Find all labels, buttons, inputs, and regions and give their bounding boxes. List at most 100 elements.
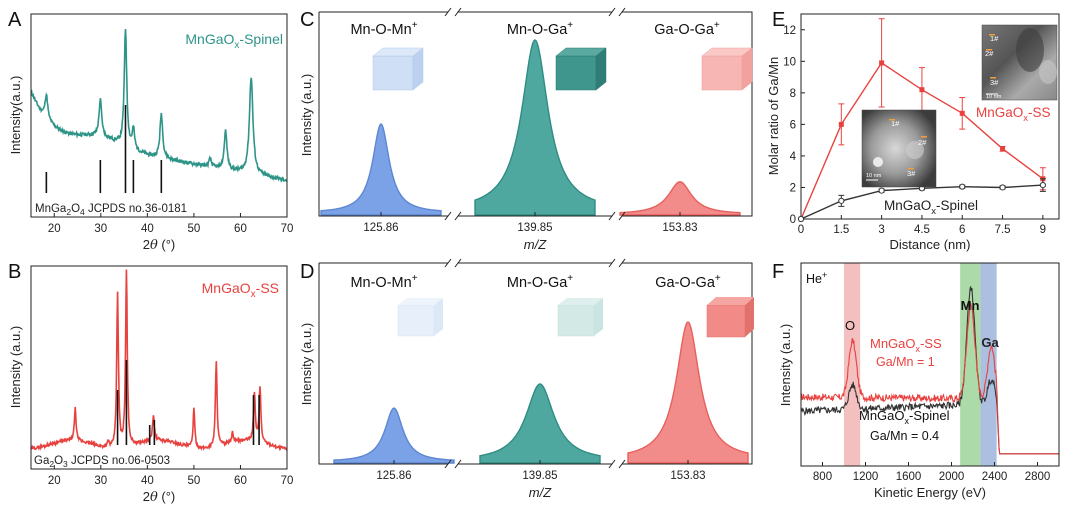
x-tick-label: 800: [813, 471, 832, 483]
panel-label-f: F: [772, 261, 784, 283]
axes-frame-f: [800, 262, 1060, 467]
peak-tick-marks-d: [393, 460, 689, 464]
y-tick-label: 10: [783, 56, 796, 68]
series-e: [797, 18, 1046, 223]
axis-ticks-e: 0 1.5 3 4.5 6 7.5 9 0 2 4 6 8 10 12: [783, 25, 1046, 236]
inset-label-3: 3#: [907, 169, 916, 178]
data-point: [1000, 146, 1006, 152]
tem-inset-large: 1# 2# 3# 10 nm: [861, 109, 937, 188]
x-tick-label: 20: [48, 475, 61, 487]
x-axis-label-c: m/Z: [524, 237, 547, 252]
data-point: [919, 87, 925, 93]
ms-peak-mn-o-mn-d: [333, 407, 455, 464]
ms-peaks-d: [333, 321, 749, 464]
inset-label-2: 2#: [918, 138, 927, 147]
axis-breaks-c: [444, 7, 626, 221]
element-bands-f: [844, 263, 997, 466]
axis-breaks-d: [444, 258, 626, 469]
x-tick-label: 70: [281, 223, 294, 235]
x-tick-label: 40: [141, 475, 154, 487]
crystal-cube-ga-strong-icon: [706, 297, 754, 338]
crystal-cube-mnga-icon: [555, 47, 607, 91]
y-tick-label: 8: [790, 88, 796, 100]
x-tick-label: 40: [141, 223, 154, 235]
data-point: [1039, 181, 1046, 189]
panel-a: A 20 30 40 50 60 70 MnGaOx-Spinel MnGa2O4 JCP…: [8, 9, 293, 253]
x-axis-label-f: Kinetic Energy (eV): [874, 485, 986, 500]
x-tick-label: 1.5: [833, 224, 849, 236]
data-point: [838, 197, 845, 204]
ms-peak-ga-o-ga: [619, 181, 741, 216]
x-tick-label: 1600: [896, 471, 922, 483]
y-axis-label-a: Intensity(a.u.): [8, 76, 23, 155]
panel-b: B 20 30 40 50 60 70 MnGaOx-SS Ga2O3 JCPDS no.…: [8, 261, 293, 505]
data-point: [838, 121, 844, 127]
x-tick-label: 60: [234, 475, 247, 487]
panel-label-a: A: [8, 9, 22, 31]
inset-label-1: 1#: [891, 119, 900, 128]
inset-scale-bar: 10 nm: [866, 173, 882, 179]
x-axis-label-d: m/Z: [529, 485, 552, 500]
ms-peaks-c: [320, 39, 741, 216]
ion-label-f: He+: [806, 270, 827, 286]
x-tick-label: 70: [281, 475, 294, 487]
element-label-mn: Mn: [961, 298, 980, 313]
y-tick-label: 0: [790, 214, 796, 226]
band-o: [844, 263, 861, 466]
x-tick-label: 1200: [853, 471, 879, 483]
panel-c: C Mn-O-Mn+ Mn-O-Ga+: [299, 7, 753, 252]
spectrum-ss: [800, 302, 1059, 455]
x-tick-label: 50: [188, 223, 201, 235]
band-ga: [980, 263, 997, 466]
ms-peak-mn-o-mn: [320, 123, 442, 216]
y-tick-label: 4: [790, 151, 797, 163]
y-axis-label-d: Intensity (a.u.): [299, 323, 314, 405]
axes-frame-d: [318, 262, 753, 465]
inset2-scale-bar: 10 nm: [986, 94, 1002, 100]
mz-label-c-2: 139.85: [517, 222, 552, 234]
data-point: [959, 183, 966, 190]
legend-ss-e: MnGaOx-SS: [976, 105, 1051, 124]
y-axis-label-f: Intensity (a.u.): [778, 324, 793, 406]
peak-label-d-2: Mn-O-Ga+: [507, 273, 573, 291]
peak-label-d-3: Ga-O-Ga+: [655, 273, 721, 291]
x-tick-label: 60: [234, 223, 247, 235]
data-point: [797, 215, 805, 223]
x-tick-label: 9: [1040, 224, 1046, 236]
x-tick-label: 6: [959, 224, 965, 236]
panel-f: F 800 1200 1600 2000 2400 2800 He+ O Mn Ga Mn…: [772, 261, 1060, 500]
peak-label-c-3: Ga-O-Ga+: [654, 20, 720, 38]
xrd-curve-ss: [30, 269, 288, 452]
axes-frame-a: [30, 13, 288, 218]
data-point: [959, 110, 965, 116]
peak-label-c-2: Mn-O-Ga+: [507, 20, 573, 38]
panel-d: D Mn-O-Mn+ Mn-O-Ga+ Ga-O-Ga+: [299, 258, 754, 500]
x-tick-label: 20: [48, 223, 61, 235]
ms-peak-mn-o-ga-d: [479, 383, 601, 464]
crystal-cube-mn-icon: [372, 47, 424, 91]
ms-peak-ga-o-ga-d: [627, 321, 749, 464]
y-axis-label-e: Molar ratio of Ga/Mn: [766, 57, 781, 176]
element-label-ga: Ga: [981, 335, 999, 350]
mz-label-d-2: 139.85: [522, 470, 557, 482]
panel-label-b: B: [8, 261, 21, 283]
x-axis-label-a: 2θ (°): [143, 237, 176, 253]
y-tick-label: 2: [790, 182, 796, 194]
legend-spinel-a: MnGaOx-Spinel: [185, 31, 283, 51]
x-axis-label-e: Distance (nm): [890, 237, 971, 252]
ratio-ss-f: Ga/Mn = 1: [876, 355, 935, 369]
legend-ss-f: MnGaOx-SS: [870, 336, 942, 354]
reference-lines-a: [45, 105, 163, 193]
mz-label-c-3: 153.83: [662, 222, 697, 234]
x-tick-label: 0: [798, 224, 804, 236]
reference-label-a: MnGa2O4 JCPDS no.36-0181: [35, 203, 187, 217]
x-tick-label: 50: [188, 475, 201, 487]
inset2-label-1: 1#: [990, 34, 999, 43]
x-tick-label: 7.5: [995, 224, 1011, 236]
x-tick-label: 3: [878, 224, 884, 236]
peak-label-c-1: Mn-O-Mn+: [350, 20, 417, 38]
axis-ticks-f: 800 1200 1600 2000 2400 2800: [813, 462, 1050, 483]
element-label-o: O: [845, 318, 855, 333]
axes-frame-b: [30, 265, 288, 470]
